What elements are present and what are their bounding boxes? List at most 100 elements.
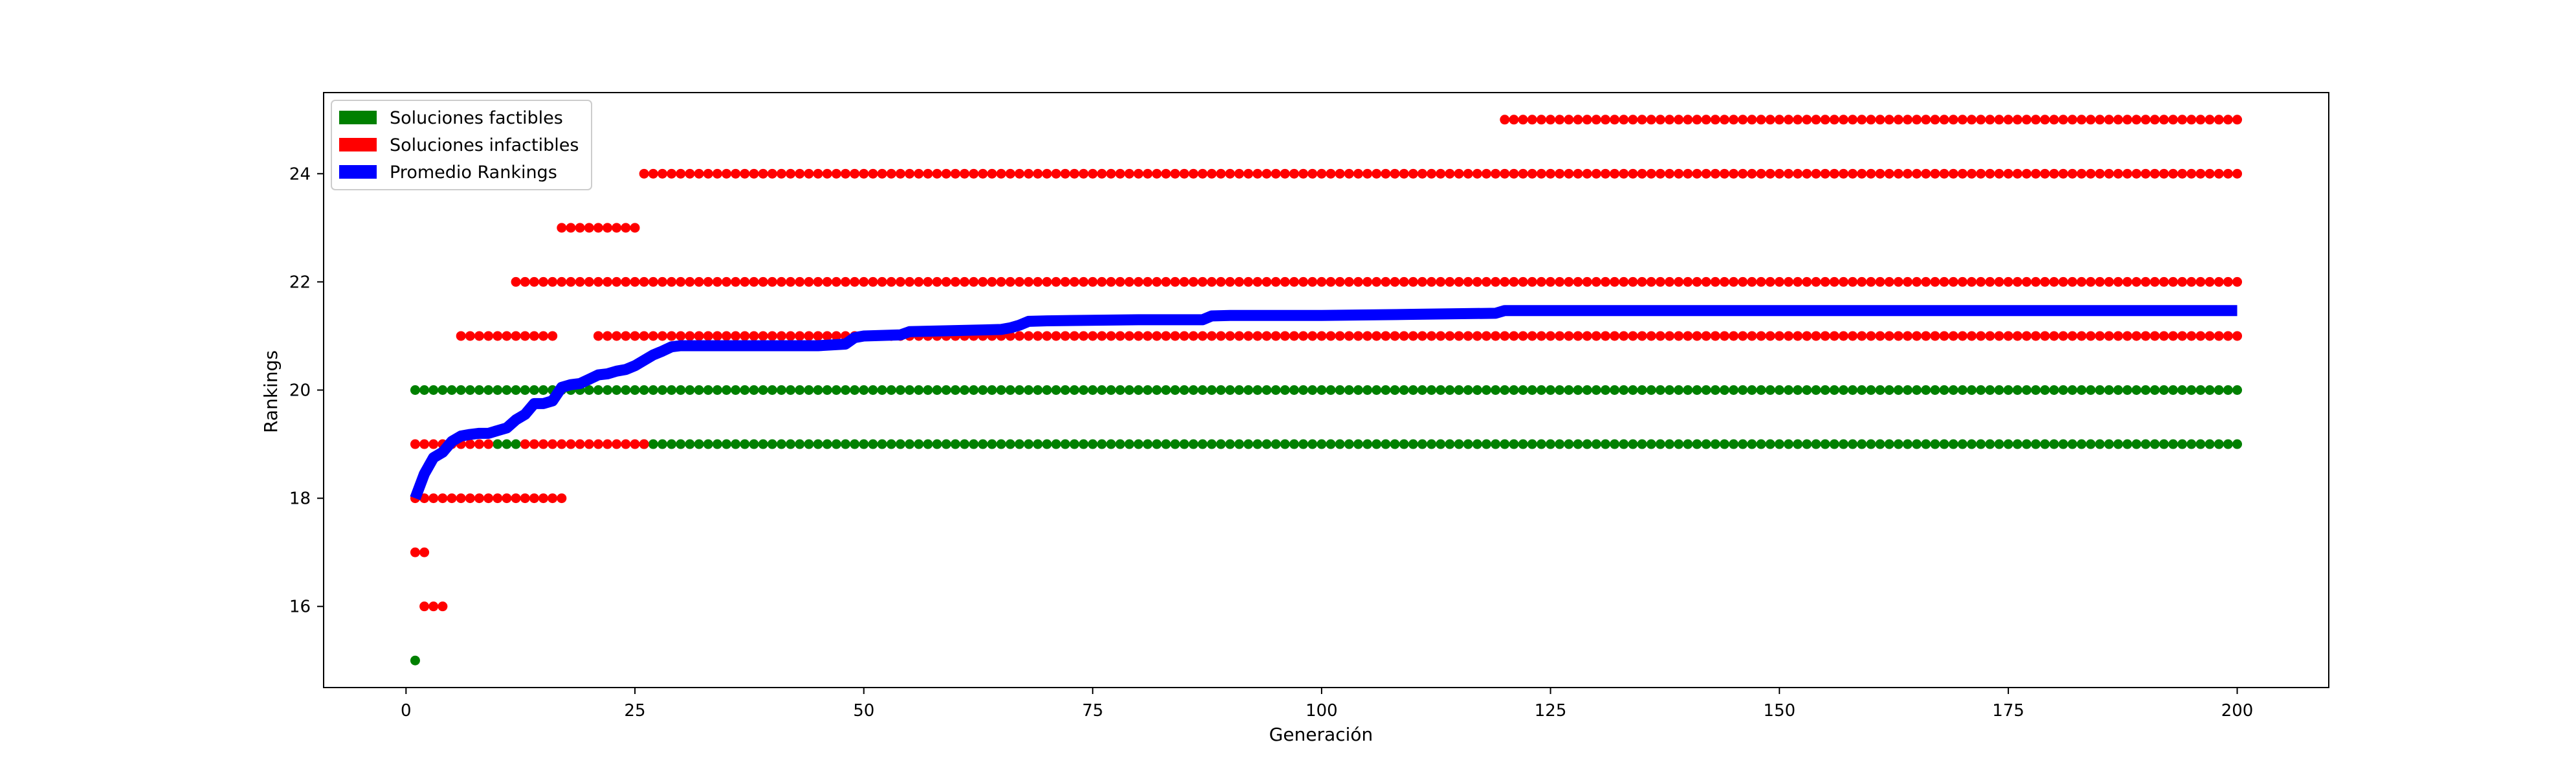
point-soluciones-infactibles — [1600, 115, 1610, 125]
point-soluciones-infactibles — [1939, 331, 1949, 341]
point-soluciones-infactibles — [1509, 115, 1519, 125]
point-soluciones-infactibles — [1793, 276, 1803, 287]
point-soluciones-factibles — [1390, 385, 1400, 395]
point-soluciones-factibles — [2159, 385, 2169, 395]
point-soluciones-infactibles — [621, 439, 631, 449]
point-soluciones-infactibles — [1646, 115, 1656, 125]
point-soluciones-factibles — [1738, 439, 1748, 449]
point-soluciones-factibles — [795, 439, 805, 449]
point-soluciones-factibles — [1591, 385, 1601, 395]
point-soluciones-factibles — [1069, 385, 1080, 395]
point-soluciones-infactibles — [1527, 168, 1537, 179]
point-soluciones-infactibles — [465, 493, 475, 504]
point-soluciones-infactibles — [483, 493, 494, 504]
point-soluciones-factibles — [1482, 439, 1492, 449]
point-soluciones-infactibles — [1875, 168, 1885, 179]
point-soluciones-infactibles — [1555, 115, 1565, 125]
point-soluciones-factibles — [1307, 385, 1318, 395]
point-soluciones-infactibles — [1674, 115, 1684, 125]
point-soluciones-factibles — [1646, 385, 1656, 395]
point-soluciones-infactibles — [1802, 168, 1812, 179]
point-soluciones-factibles — [419, 385, 430, 395]
point-soluciones-infactibles — [1518, 115, 1528, 125]
point-soluciones-factibles — [1564, 385, 1574, 395]
point-soluciones-factibles — [529, 385, 539, 395]
point-soluciones-infactibles — [639, 168, 649, 179]
point-soluciones-infactibles — [1921, 331, 1931, 341]
point-soluciones-infactibles — [2204, 276, 2215, 287]
point-soluciones-infactibles — [1884, 276, 1894, 287]
point-soluciones-factibles — [1390, 439, 1400, 449]
point-soluciones-infactibles — [968, 168, 979, 179]
point-soluciones-factibles — [2058, 439, 2069, 449]
point-soluciones-factibles — [676, 385, 686, 395]
point-soluciones-infactibles — [1783, 115, 1793, 125]
point-soluciones-factibles — [1326, 385, 1336, 395]
point-soluciones-infactibles — [2177, 331, 2188, 341]
point-soluciones-infactibles — [1975, 115, 1986, 125]
point-soluciones-infactibles — [1381, 331, 1391, 341]
point-soluciones-infactibles — [2039, 331, 2050, 341]
point-soluciones-factibles — [1060, 439, 1071, 449]
point-soluciones-infactibles — [1692, 331, 1702, 341]
point-soluciones-factibles — [438, 385, 448, 395]
point-soluciones-infactibles — [1115, 331, 1126, 341]
point-soluciones-infactibles — [1261, 331, 1272, 341]
point-soluciones-infactibles — [1133, 331, 1144, 341]
point-soluciones-infactibles — [2177, 115, 2188, 125]
point-soluciones-factibles — [1179, 385, 1190, 395]
point-soluciones-infactibles — [1142, 331, 1153, 341]
point-soluciones-infactibles — [2204, 331, 2215, 341]
point-soluciones-factibles — [1106, 385, 1116, 395]
point-soluciones-infactibles — [1765, 168, 1775, 179]
point-soluciones-infactibles — [1536, 331, 1546, 341]
point-soluciones-factibles — [1115, 385, 1126, 395]
point-soluciones-infactibles — [840, 168, 850, 179]
point-soluciones-infactibles — [2214, 331, 2224, 341]
x-tick-label: 200 — [2221, 701, 2254, 721]
point-soluciones-infactibles — [804, 168, 814, 179]
point-soluciones-infactibles — [1151, 331, 1162, 341]
point-soluciones-infactibles — [1032, 331, 1043, 341]
point-soluciones-factibles — [1014, 385, 1025, 395]
point-soluciones-infactibles — [1591, 115, 1601, 125]
point-soluciones-factibles — [1710, 439, 1720, 449]
point-soluciones-infactibles — [1692, 115, 1702, 125]
x-tick-label: 75 — [1082, 701, 1104, 721]
point-soluciones-factibles — [1646, 439, 1656, 449]
point-soluciones-infactibles — [2122, 168, 2133, 179]
point-soluciones-infactibles — [2149, 331, 2160, 341]
point-soluciones-infactibles — [1729, 168, 1738, 179]
point-soluciones-factibles — [2186, 439, 2197, 449]
point-soluciones-infactibles — [1472, 331, 1482, 341]
point-soluciones-factibles — [1216, 385, 1226, 395]
point-soluciones-infactibles — [831, 276, 841, 287]
point-soluciones-factibles — [721, 385, 731, 395]
point-soluciones-factibles — [1555, 385, 1565, 395]
point-soluciones-factibles — [1701, 439, 1711, 449]
point-soluciones-infactibles — [1930, 276, 1940, 287]
point-soluciones-infactibles — [1445, 168, 1455, 179]
point-soluciones-infactibles — [1692, 168, 1702, 179]
point-soluciones-infactibles — [1390, 168, 1400, 179]
point-soluciones-factibles — [1774, 385, 1784, 395]
point-soluciones-infactibles — [1316, 331, 1327, 341]
point-soluciones-infactibles — [2076, 276, 2087, 287]
point-soluciones-factibles — [822, 385, 832, 395]
point-soluciones-infactibles — [1362, 168, 1373, 179]
point-soluciones-infactibles — [785, 331, 795, 341]
point-soluciones-infactibles — [804, 331, 814, 341]
point-soluciones-infactibles — [758, 276, 768, 287]
point-soluciones-factibles — [2049, 439, 2060, 449]
point-soluciones-infactibles — [749, 168, 759, 179]
point-soluciones-infactibles — [1436, 276, 1446, 287]
point-soluciones-infactibles — [1610, 276, 1620, 287]
point-soluciones-infactibles — [2232, 115, 2243, 125]
point-soluciones-infactibles — [1628, 276, 1638, 287]
point-soluciones-infactibles — [1884, 331, 1894, 341]
point-soluciones-infactibles — [2113, 168, 2124, 179]
legend-box — [331, 100, 592, 190]
point-soluciones-infactibles — [1106, 276, 1116, 287]
point-soluciones-infactibles — [1619, 331, 1629, 341]
point-soluciones-infactibles — [1902, 115, 1913, 125]
